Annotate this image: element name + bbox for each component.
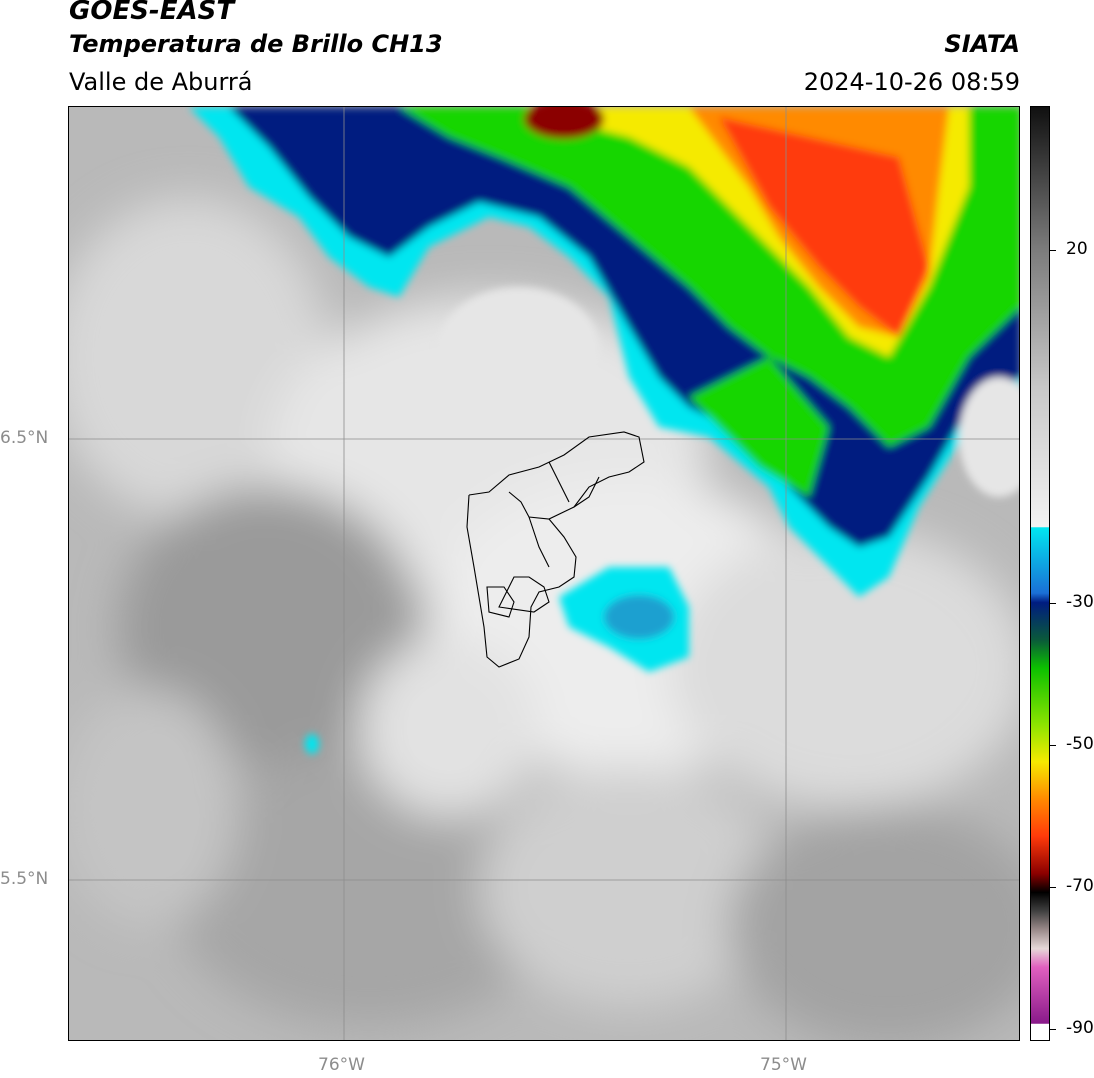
product-title: Temperatura de Brillo CH13: [69, 30, 443, 58]
satellite-map[interactable]: [68, 106, 1020, 1041]
temperature-colorbar: [1030, 106, 1050, 1041]
cold-cloud-top: [189, 107, 1019, 597]
colorbar-tick: [1050, 745, 1056, 746]
brand-label: SIATA: [944, 30, 1020, 58]
timestamp-label: 2024-10-26 08:59: [803, 68, 1020, 96]
latitude-label-south: 5.5°N: [0, 869, 49, 889]
satellite-title: GOES-EAST: [69, 0, 235, 26]
region-subtitle: Valle de Aburrá: [69, 68, 253, 96]
graticule: [69, 107, 1019, 1040]
colorbar-label-minus-90: -90: [1066, 1018, 1094, 1038]
longitude-label-east: 75°W: [760, 1055, 807, 1075]
colorbar-label-20: 20: [1066, 239, 1088, 259]
colorbar-tick: [1050, 603, 1056, 604]
cold-cloud-cluster: [305, 567, 689, 754]
colorbar-tick: [1050, 1029, 1056, 1030]
colorbar-label-minus-70: -70: [1066, 876, 1094, 896]
colorbar-tick: [1050, 250, 1056, 251]
colorbar-tick: [1050, 887, 1056, 888]
latitude-label-north: 6.5°N: [0, 428, 49, 448]
temperature-field: [69, 107, 1019, 1040]
colorbar-label-minus-30: -30: [1066, 592, 1094, 612]
colorbar-label-minus-50: -50: [1066, 734, 1094, 754]
longitude-label-west: 76°W: [318, 1055, 365, 1075]
colorbar-gradient: [1031, 107, 1049, 1040]
municipality-boundaries: [466, 431, 645, 668]
